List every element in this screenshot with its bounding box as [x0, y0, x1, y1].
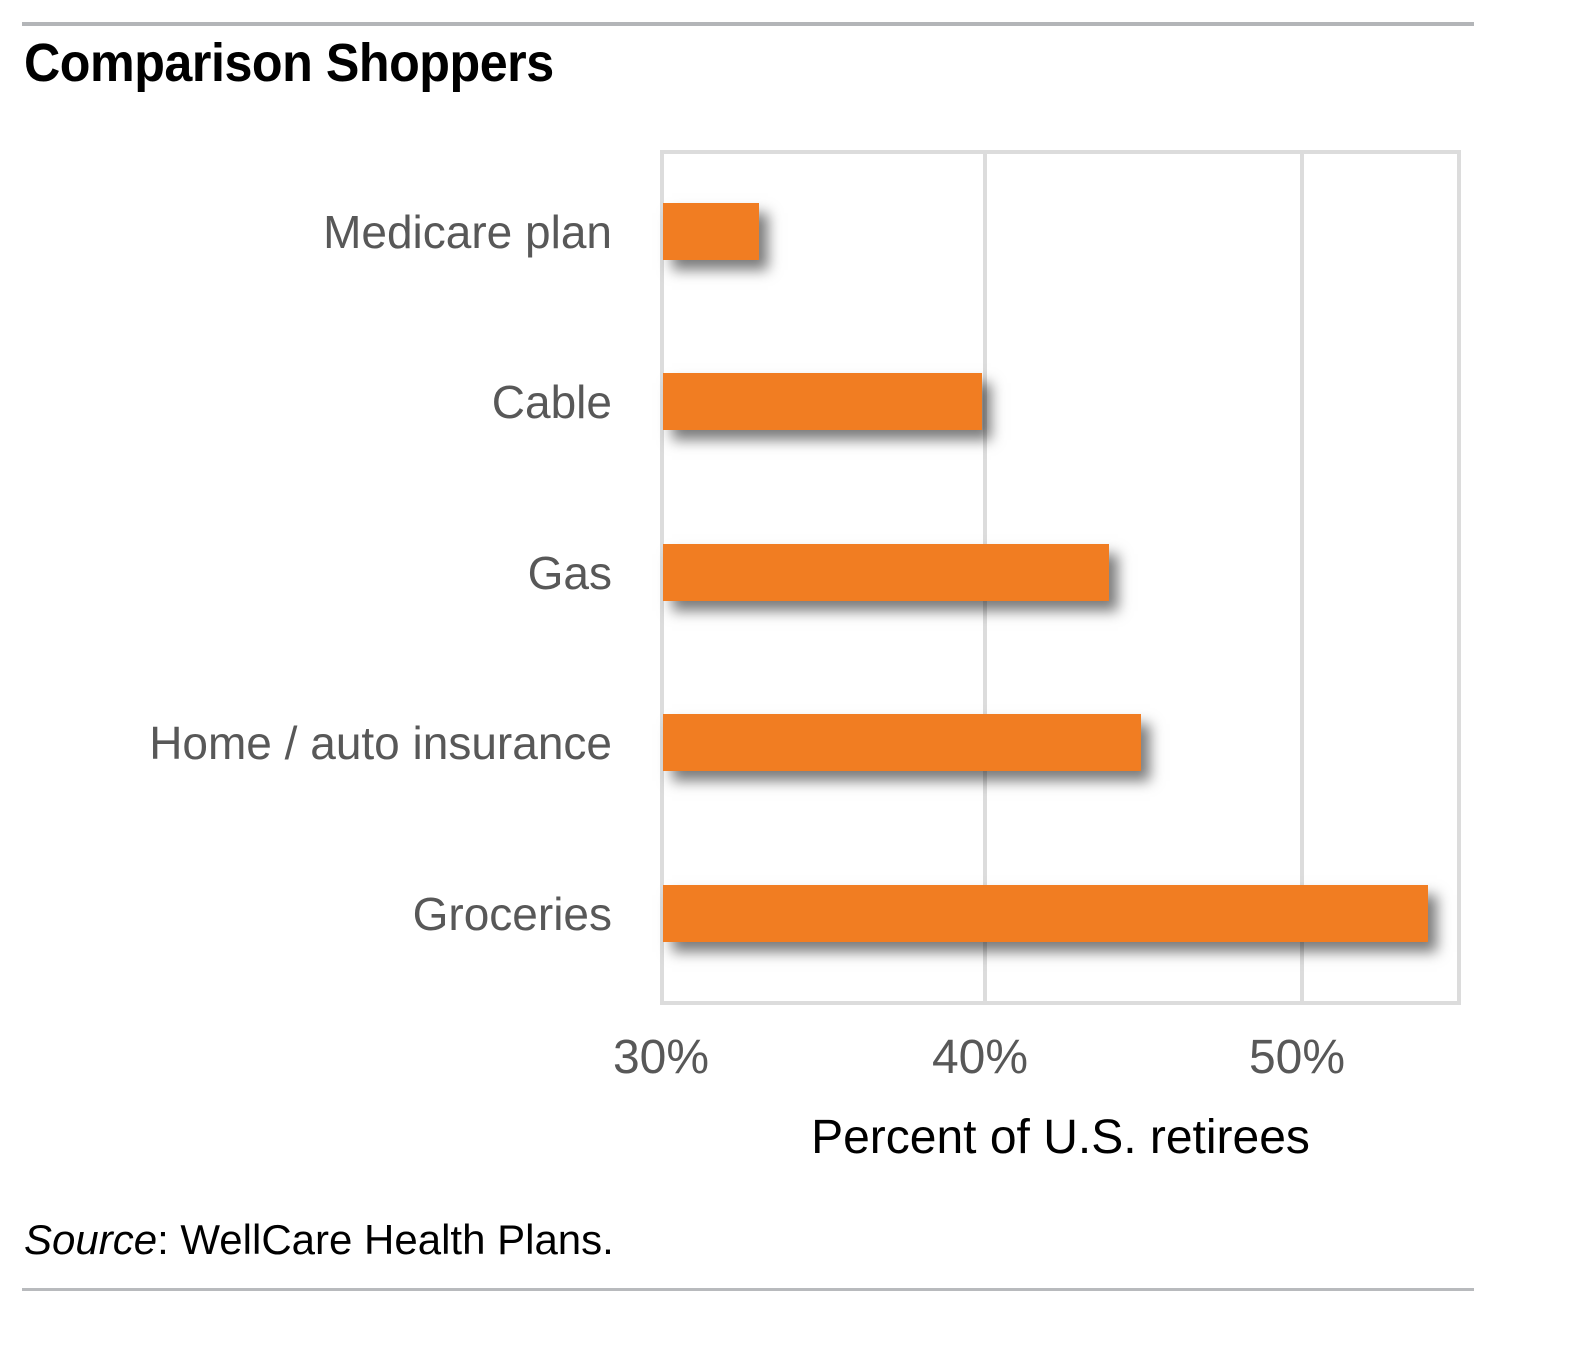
category-label-medicare-plan: Medicare plan [323, 206, 612, 258]
xtick-label-50: 50% [1248, 1031, 1346, 1084]
source-note: Source: WellCare Health Plans. [24, 1216, 614, 1264]
gridline-50 [1300, 154, 1304, 1001]
category-label-cable: Cable [491, 376, 612, 428]
bottom-divider-rule [22, 1288, 1474, 1291]
category-label-gas: Gas [527, 547, 612, 599]
top-divider-rule [22, 22, 1474, 26]
bar-gas[interactable] [663, 544, 1109, 601]
x-axis-title: Percent of U.S. retirees [811, 1111, 1310, 1164]
source-text: WellCare Health Plans. [180, 1216, 614, 1263]
category-label-home-auto-insurance: Home / auto insurance [149, 717, 612, 769]
xtick-label-40: 40% [931, 1031, 1029, 1084]
xtick-label-30: 30% [612, 1031, 710, 1084]
source-label: Source [24, 1216, 158, 1263]
bar-groceries[interactable] [663, 885, 1428, 942]
bar-medicare-plan[interactable] [663, 203, 759, 260]
source-separator: : [157, 1216, 181, 1263]
category-label-groceries: Groceries [412, 888, 612, 940]
bars-layer [660, 150, 1461, 1005]
bar-cable[interactable] [663, 373, 982, 430]
bar-home-auto-insurance[interactable] [663, 714, 1141, 771]
page-title: Comparison Shoppers [24, 33, 554, 93]
